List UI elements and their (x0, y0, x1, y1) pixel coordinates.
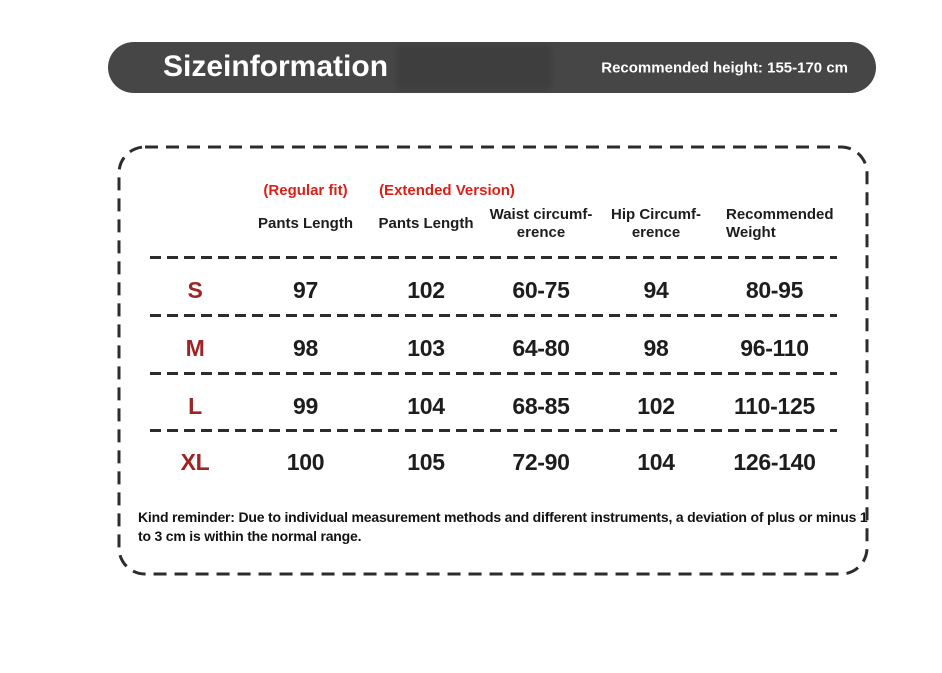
size-label: S (187, 276, 203, 303)
table-row: L 99 104 68-85 102 110-125 (150, 378, 838, 434)
hip-circumference-label: Hip Circumf- erence (611, 206, 701, 241)
pants-length-extended-value: 102 (407, 276, 445, 303)
size-label: XL (180, 448, 210, 475)
header-cell-extended-version: (Extended Version) Pants Length (371, 160, 514, 258)
pants-length-regular-value: 100 (286, 448, 325, 475)
pants-length-regular-value: 99 (293, 392, 318, 419)
recommended-height-label: Recommended height: 155-170 cm (601, 59, 848, 76)
size-label: L (188, 392, 202, 419)
extended-version-tag: (Extended Version) (379, 182, 515, 199)
header-banner: Sizeinformation Recommended height: 155-… (108, 42, 876, 93)
hip-circumference-value: 94 (643, 276, 669, 303)
table-row: S 97 102 60-75 94 80-95 (150, 262, 838, 318)
hip-circumference-value: 102 (637, 392, 675, 419)
header-cell-weight: Recommended Weight (711, 160, 838, 258)
pants-length-extended-value: 105 (407, 448, 445, 475)
header-cell-waist: Waist circumf- erence (481, 160, 601, 258)
header-cell-hip: Hip Circumf- erence (601, 160, 711, 258)
waist-circumference-label: Waist circumf- erence (489, 206, 593, 241)
pants-length-regular-label: Pants Length (257, 215, 353, 232)
recommended-weight-label: Recommended Weight (726, 206, 834, 241)
row-separator (150, 429, 837, 432)
recommended-weight-value: 80-95 (745, 276, 804, 303)
recommended-weight-value: 96-110 (740, 334, 809, 361)
dashed-border (117, 145, 869, 576)
kind-reminder-note: Kind reminder: Due to individual measure… (138, 509, 868, 544)
recommended-weight-value: 126-140 (733, 448, 816, 475)
pants-length-regular-value: 97 (293, 276, 318, 303)
row-separator (150, 256, 837, 259)
recommended-weight-value: 110-125 (733, 392, 816, 419)
pants-length-regular-value: 98 (293, 334, 318, 361)
pants-length-extended-value: 104 (407, 392, 445, 419)
table-row: XL 100 105 72-90 104 126-140 (150, 434, 838, 490)
size-label: M (185, 334, 205, 361)
pants-length-extended-value: 103 (407, 334, 445, 361)
row-separator (150, 314, 837, 317)
waist-circumference-value: 64-80 (512, 334, 570, 361)
waist-circumference-value: 68-85 (512, 392, 570, 419)
hip-circumference-value: 104 (637, 448, 675, 475)
pants-length-extended-label: Pants Length (378, 215, 474, 232)
banner-watermark-patch (397, 45, 552, 90)
header-cell-regular-fit: (Regular fit) Pants Length (240, 160, 371, 258)
page-title: Sizeinformation (163, 49, 389, 83)
regular-fit-tag: (Regular fit) (263, 182, 348, 199)
row-separator (150, 372, 837, 375)
table-header-row: (Regular fit) Pants Length (Extended Ver… (150, 160, 838, 258)
table-row: M 98 103 64-80 98 96-110 (150, 320, 838, 376)
waist-circumference-value: 72-90 (512, 448, 570, 475)
hip-circumference-value: 98 (643, 334, 669, 361)
header-cell-size (150, 160, 240, 258)
waist-circumference-value: 60-75 (512, 276, 570, 303)
